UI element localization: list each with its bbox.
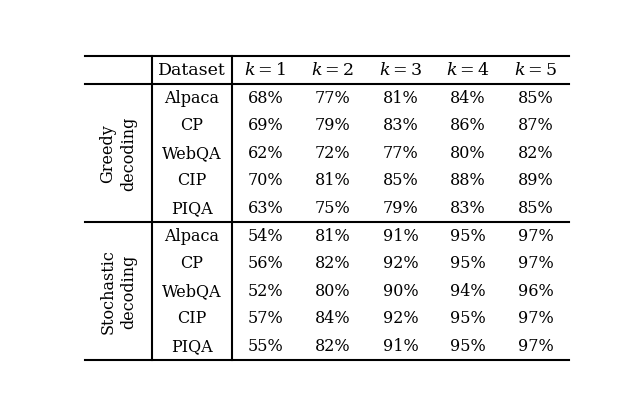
Text: Greedy
decoding: Greedy decoding <box>100 116 137 190</box>
Text: PIQA: PIQA <box>171 338 212 355</box>
Text: WebQA: WebQA <box>162 145 221 162</box>
Text: 92%: 92% <box>383 255 418 272</box>
Text: 85%: 85% <box>517 90 553 107</box>
Text: 95%: 95% <box>450 338 486 355</box>
Text: CP: CP <box>181 117 204 134</box>
Text: 82%: 82% <box>517 145 553 162</box>
Text: 89%: 89% <box>517 173 553 190</box>
Text: 92%: 92% <box>383 310 418 328</box>
Text: 57%: 57% <box>248 310 283 328</box>
Text: $k=4$: $k=4$ <box>446 61 490 79</box>
Text: 91%: 91% <box>383 228 419 245</box>
Text: Stochastic
decoding: Stochastic decoding <box>100 249 137 334</box>
Text: 94%: 94% <box>450 283 486 300</box>
Text: 80%: 80% <box>315 283 351 300</box>
Text: 88%: 88% <box>450 173 486 190</box>
Text: 72%: 72% <box>315 145 351 162</box>
Text: 95%: 95% <box>450 255 486 272</box>
Text: Alpaca: Alpaca <box>165 228 219 245</box>
Text: 54%: 54% <box>248 228 283 245</box>
Text: 85%: 85% <box>517 200 553 217</box>
Text: 86%: 86% <box>450 117 486 134</box>
Text: CIP: CIP <box>177 173 207 190</box>
Text: 84%: 84% <box>315 310 351 328</box>
Text: 80%: 80% <box>450 145 486 162</box>
Text: 62%: 62% <box>248 145 283 162</box>
Text: Dataset: Dataset <box>158 61 226 79</box>
Text: CIP: CIP <box>177 310 207 328</box>
Text: 75%: 75% <box>315 200 351 217</box>
Text: 56%: 56% <box>248 255 283 272</box>
Text: 81%: 81% <box>383 90 419 107</box>
Text: PIQA: PIQA <box>171 200 212 217</box>
Text: 97%: 97% <box>517 228 553 245</box>
Text: 69%: 69% <box>248 117 283 134</box>
Text: 97%: 97% <box>517 255 553 272</box>
Text: 90%: 90% <box>383 283 418 300</box>
Text: 55%: 55% <box>248 338 283 355</box>
Text: WebQA: WebQA <box>162 283 221 300</box>
Text: $k=3$: $k=3$ <box>378 61 422 79</box>
Text: 79%: 79% <box>383 200 419 217</box>
Text: 81%: 81% <box>315 228 351 245</box>
Text: 91%: 91% <box>383 338 419 355</box>
Text: 77%: 77% <box>315 90 351 107</box>
Text: 77%: 77% <box>383 145 419 162</box>
Text: 95%: 95% <box>450 310 486 328</box>
Text: 68%: 68% <box>248 90 283 107</box>
Text: 95%: 95% <box>450 228 486 245</box>
Text: 70%: 70% <box>248 173 283 190</box>
Text: 82%: 82% <box>315 255 351 272</box>
Text: 63%: 63% <box>248 200 283 217</box>
Text: 85%: 85% <box>383 173 419 190</box>
Text: CP: CP <box>181 255 204 272</box>
Text: 97%: 97% <box>517 338 553 355</box>
Text: 82%: 82% <box>315 338 351 355</box>
Text: $k=2$: $k=2$ <box>311 61 354 79</box>
Text: $k=5$: $k=5$ <box>514 61 557 79</box>
Text: 97%: 97% <box>517 310 553 328</box>
Text: 79%: 79% <box>315 117 351 134</box>
Text: 87%: 87% <box>517 117 553 134</box>
Text: 83%: 83% <box>450 200 486 217</box>
Text: 81%: 81% <box>315 173 351 190</box>
Text: 96%: 96% <box>517 283 553 300</box>
Text: 83%: 83% <box>383 117 419 134</box>
Text: 52%: 52% <box>248 283 283 300</box>
Text: $k=1$: $k=1$ <box>244 61 286 79</box>
Text: 84%: 84% <box>450 90 486 107</box>
Text: Alpaca: Alpaca <box>165 90 219 107</box>
